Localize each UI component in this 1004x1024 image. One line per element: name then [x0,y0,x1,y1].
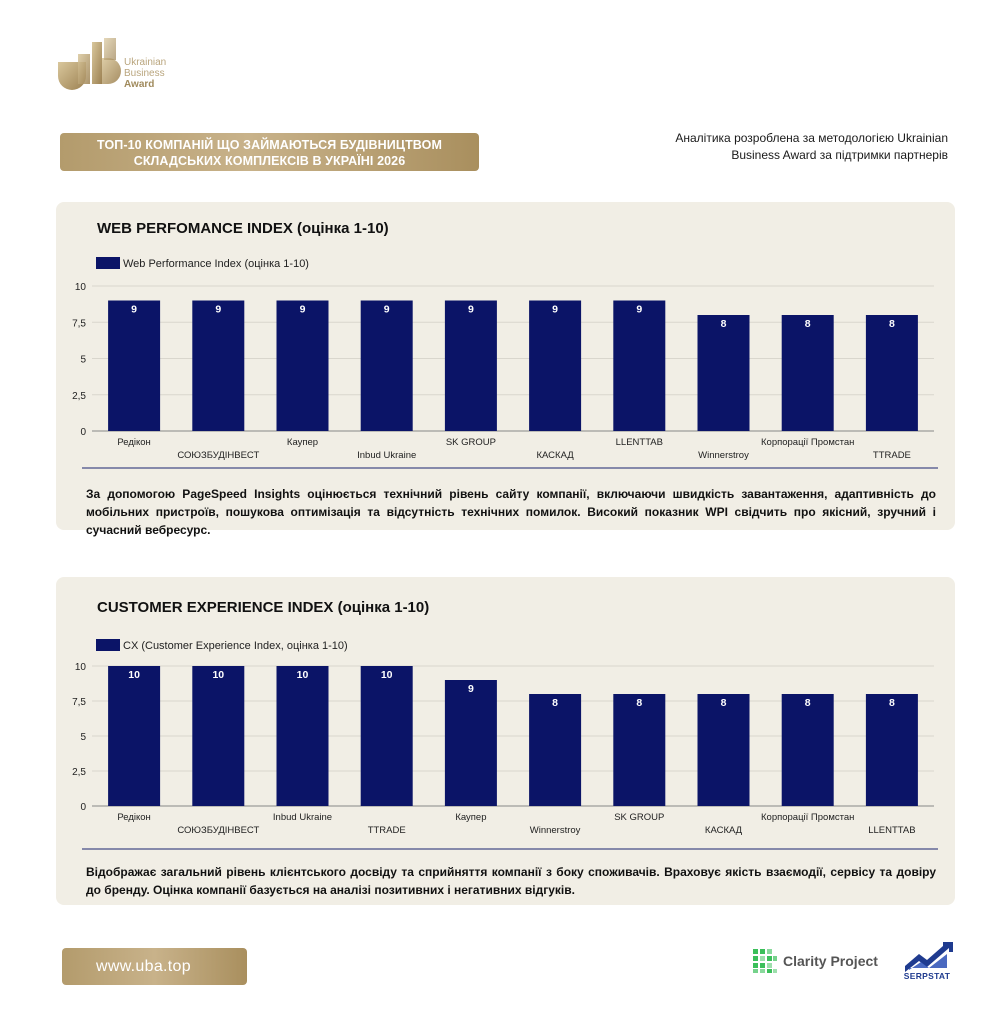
legend-swatch [96,257,120,269]
bar-value-label: 9 [131,304,137,316]
x-category-label: Winnerstroy [530,825,581,836]
bar-value-label: 8 [636,697,642,709]
y-tick-label: 5 [80,355,86,366]
bar [360,666,413,806]
bar [529,300,582,431]
website-link[interactable]: www.uba.top [62,948,247,985]
bar-value-label: 10 [381,669,393,681]
bar [444,680,497,806]
ukrainian-business-award-logo [58,38,121,90]
logo-line-3: Award [124,79,155,90]
bar [529,694,582,806]
x-category-label: Редікон [117,812,150,823]
methodology-line-2: Business Award за підтримки партнерів [731,148,948,162]
bar-value-label: 8 [805,318,811,330]
bar [276,666,329,806]
web-performance-description: За допомогою PageSpeed Insights оцінюєть… [86,487,936,537]
x-category-label: СОЮЗБУДІНВЕСТ [177,825,259,836]
customer-experience-card: CUSTOMER EXPERIENCE INDEX (оцінка 1-10) … [56,577,955,905]
y-tick-label: 10 [75,662,87,673]
bar [697,694,750,806]
bar-value-label: 9 [552,304,558,316]
y-tick-label: 10 [75,282,87,293]
bar [781,694,834,806]
x-category-label: Корпорації Промстан [761,812,854,823]
x-category-label: КАСКАД [537,450,575,461]
bar-value-label: 10 [212,669,224,681]
clarity-project-name: Clarity Project [783,953,878,969]
bar [444,300,497,431]
logo-line-2: Business [124,68,165,79]
x-category-label: СОЮЗБУДІНВЕСТ [177,450,259,461]
y-tick-label: 7,5 [72,318,86,329]
y-tick-label: 0 [80,427,86,438]
bar [613,300,666,431]
x-category-label: КАСКАД [705,825,743,836]
y-tick-label: 2,5 [72,767,86,778]
x-category-label: TTRADE [873,450,911,461]
page-title-line-1: ТОП-10 КОМПАНІЙ ЩО ЗАЙМАЮТЬСЯ БУДІВНИЦТВ… [97,138,442,152]
x-category-label: Каупер [455,812,486,823]
bar [360,300,413,431]
web-performance-chart: Web Performance Index (оцінка 1-10) 0 2,5 5… [72,257,938,469]
x-category-label: SK GROUP [446,437,496,448]
y-tick-label: 7,5 [72,697,86,708]
x-category-label: LLENTTAB [868,825,915,836]
bar-value-label: 9 [215,304,221,316]
page-title-line-2: СКЛАДСЬКИХ КОМПЛЕКСІВ В УКРАЇНІ 2026 [133,154,406,168]
bar [276,300,329,431]
legend-label: CX (Customer Experience Index, оцінка 1-… [123,640,348,652]
bar-value-label: 8 [721,318,727,330]
logo-wordmark: Ukrainian Business Award [124,57,166,90]
y-tick-label: 2,5 [72,391,86,402]
x-category-label: LLENTTAB [616,437,663,448]
bar [697,315,750,431]
legend-label: Web Performance Index (оцінка 1-10) [123,258,309,270]
methodology-line-1: Аналітика розроблена за методологією Ukr… [675,131,948,145]
bar [108,666,161,806]
bar [613,694,666,806]
bar-value-label: 8 [721,697,727,709]
bar-value-label: 10 [297,669,309,681]
x-category-label: Редікон [117,437,150,448]
x-category-label: Inbud Ukraine [357,450,416,461]
x-category-label: Winnerstroy [698,450,749,461]
methodology-note: Аналітика розроблена за методологією Ukr… [628,130,948,164]
bar-value-label: 8 [552,697,558,709]
x-category-label: Inbud Ukraine [273,812,332,823]
y-tick-label: 0 [80,802,86,813]
serpstat-logo-icon [905,942,953,972]
clarity-grid-icon [753,949,777,973]
customer-experience-title: CUSTOMER EXPERIENCE INDEX (оцінка 1-10) [97,599,430,616]
bar-value-label: 9 [468,683,474,695]
x-category-label: Корпорації Промстан [761,437,854,448]
bar [192,666,245,806]
bar [865,315,918,431]
bar-value-label: 9 [384,304,390,316]
bar [108,300,161,431]
bar-value-label: 10 [128,669,140,681]
bar-value-label: 8 [889,318,895,330]
bar [781,315,834,431]
x-category-label: Каупер [287,437,318,448]
web-performance-title: WEB PERFOMANCE INDEX (оцінка 1-10) [97,220,389,237]
customer-experience-description: Відображає загальний рівень клієнтського… [86,865,936,897]
serpstat-name: SERPSTAT [903,971,951,981]
bar-value-label: 8 [889,697,895,709]
y-tick-label: 5 [80,732,86,743]
legend-swatch [96,639,120,651]
bar-value-label: 9 [300,304,306,316]
page-title-banner: ТОП-10 КОМПАНІЙ ЩО ЗАЙМАЮТЬСЯ БУДІВНИЦТВ… [60,133,479,171]
web-performance-card: WEB PERFOMANCE INDEX (оцінка 1-10) Web P… [56,202,955,537]
clarity-project-logo: Clarity Project [752,947,878,975]
logo-line-1: Ukrainian [124,57,167,68]
x-category-label: SK GROUP [614,812,664,823]
bar [865,694,918,806]
bar [192,300,245,431]
bar-value-label: 9 [468,304,474,316]
customer-experience-chart: CX (Customer Experience Index, оцінка 1-… [72,639,938,850]
bar-value-label: 9 [636,304,642,316]
x-category-label: TTRADE [368,825,406,836]
bar-value-label: 8 [805,697,811,709]
